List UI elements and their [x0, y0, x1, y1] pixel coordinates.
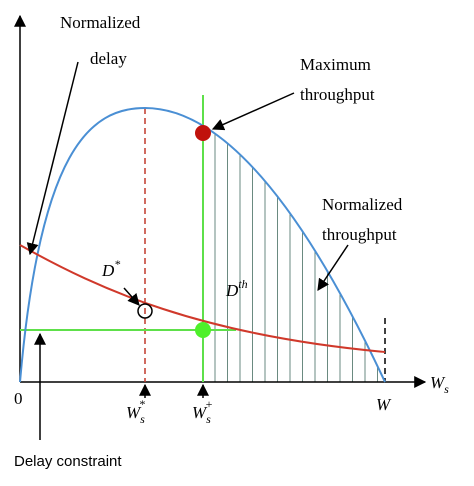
label: Normalized — [322, 195, 403, 214]
label: Ws+ — [192, 397, 213, 426]
label: W — [376, 395, 392, 414]
arrow — [211, 92, 295, 131]
label-main: W — [192, 403, 208, 422]
label: throughput — [322, 225, 397, 244]
label-main: D — [225, 281, 239, 300]
label-main: W — [126, 403, 142, 422]
throughput-curve — [19, 106, 386, 383]
label-sup: * — [139, 397, 145, 411]
label-main: W — [430, 373, 446, 392]
hatch — [214, 133, 378, 382]
label-sup: + — [205, 397, 213, 411]
delay-curve — [19, 244, 386, 353]
label: Normalized — [60, 13, 141, 32]
optimal-point — [137, 303, 153, 319]
arrow — [123, 287, 140, 306]
max-throughput-point — [195, 125, 211, 141]
label: Delay constraint — [14, 453, 122, 470]
label-sub: s — [206, 412, 211, 426]
label: throughput — [300, 85, 375, 104]
arrow — [26, 61, 79, 256]
label: Dth — [225, 277, 248, 300]
threshold-point — [195, 322, 211, 338]
label-sub: s — [140, 412, 145, 426]
label: Ws* — [126, 397, 145, 426]
label-sup: th — [238, 277, 247, 291]
label-sup: * — [114, 257, 120, 271]
axis-label: Ws — [430, 373, 449, 396]
arrow — [317, 244, 349, 291]
origin-label: 0 — [14, 389, 23, 408]
label: delay — [90, 49, 127, 68]
label: D* — [101, 257, 120, 280]
label: Maximum — [300, 55, 371, 74]
label-main: D — [101, 261, 115, 280]
label-sub: s — [444, 382, 449, 396]
